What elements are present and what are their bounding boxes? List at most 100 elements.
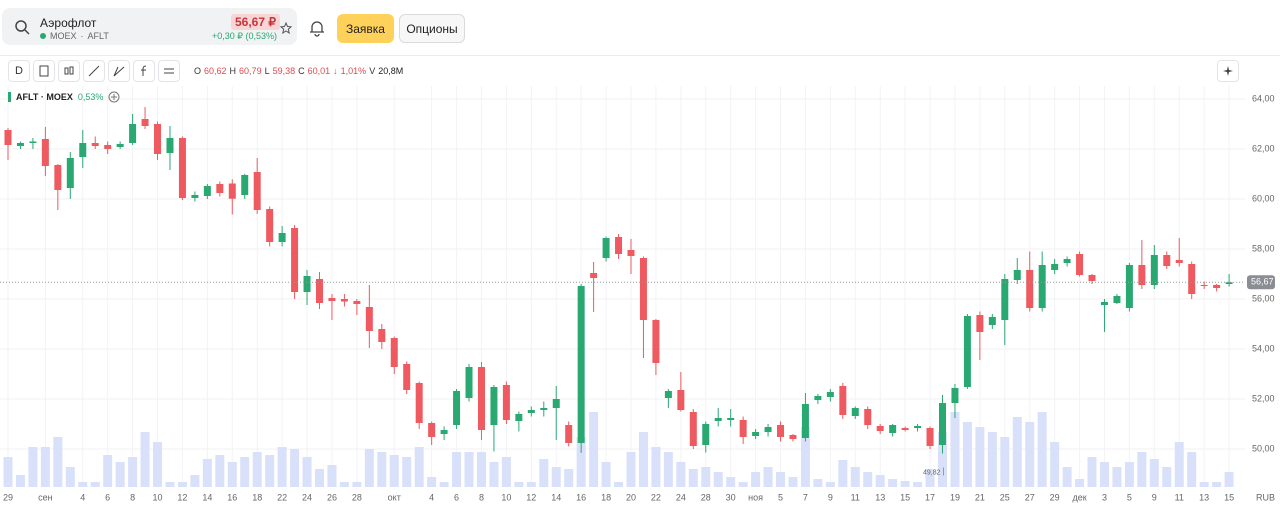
tool-button[interactable] bbox=[33, 60, 55, 82]
candle-body bbox=[328, 298, 336, 301]
add-icon[interactable] bbox=[108, 91, 120, 103]
bell-icon[interactable] bbox=[308, 19, 326, 37]
volume-bar bbox=[751, 472, 761, 487]
y-tick-label: 52,00 bbox=[1252, 393, 1275, 403]
volume-bar bbox=[676, 462, 686, 487]
volume-bar bbox=[202, 459, 212, 487]
candle-body bbox=[41, 139, 49, 166]
candle-body bbox=[1125, 265, 1133, 308]
x-tick-label: 16 bbox=[227, 492, 237, 502]
instrument-name: Аэрофлот bbox=[40, 16, 97, 30]
tool-button[interactable] bbox=[158, 60, 180, 82]
x-tick-label: 15 bbox=[900, 492, 910, 502]
x-tick-label: 12 bbox=[177, 492, 187, 502]
interval-button[interactable]: D bbox=[8, 60, 30, 82]
candle-body bbox=[216, 184, 224, 193]
volume-bar bbox=[128, 457, 138, 487]
top-bar: Аэрофлот MOEX · AFLT 56,67 ₽ +0,30 ₽ (0,53… bbox=[0, 0, 1280, 56]
candle-body bbox=[403, 364, 411, 390]
ohlc-value: 60,79 bbox=[239, 66, 262, 76]
status-dot bbox=[40, 33, 46, 39]
volume-bar bbox=[925, 469, 935, 487]
volume-bar bbox=[1025, 422, 1035, 487]
candle-body bbox=[864, 409, 872, 425]
candle-body bbox=[1038, 265, 1046, 308]
candle-body bbox=[939, 403, 946, 445]
volume-bar bbox=[1012, 417, 1022, 487]
volume-bar bbox=[1050, 442, 1060, 487]
candle-body bbox=[1150, 255, 1158, 285]
x-tick-label: 8 bbox=[130, 492, 135, 502]
legend-symbol: AFLT · MOEX bbox=[16, 92, 73, 102]
x-tick-label: 13 bbox=[875, 492, 885, 502]
x-tick-label: дек bbox=[1072, 492, 1086, 502]
candle-body bbox=[540, 408, 548, 410]
options-button[interactable]: Опционы bbox=[399, 14, 465, 43]
x-tick-label: 18 bbox=[601, 492, 611, 502]
candle-body bbox=[914, 426, 922, 428]
candle-body bbox=[1001, 279, 1009, 320]
x-tick-label: 15 bbox=[1224, 492, 1234, 502]
volume-bar bbox=[215, 455, 225, 487]
volume-bar bbox=[414, 447, 424, 487]
volume-bar bbox=[601, 462, 611, 487]
volume-bar bbox=[589, 412, 599, 487]
volume-bar bbox=[950, 412, 960, 487]
y-tick-label: 62,00 bbox=[1252, 143, 1275, 153]
x-tick-label: 5 bbox=[778, 492, 783, 502]
x-tick-label: 28 bbox=[701, 492, 711, 502]
x-tick-label: 24 bbox=[302, 492, 312, 502]
x-tick-label: 27 bbox=[1025, 492, 1035, 502]
ohlc-value: 60,62 bbox=[204, 66, 227, 76]
volume-bar bbox=[738, 482, 748, 487]
volume-bar bbox=[1212, 482, 1222, 487]
candle-body bbox=[801, 404, 809, 438]
candle-body bbox=[851, 408, 859, 416]
icon bbox=[64, 66, 74, 75]
candle-body bbox=[141, 119, 149, 126]
candle-body bbox=[29, 141, 37, 143]
candle-body bbox=[901, 428, 909, 430]
candle-body bbox=[652, 320, 660, 363]
plot-bg bbox=[0, 86, 1245, 487]
candle-body bbox=[1213, 285, 1221, 288]
volume-bar bbox=[626, 452, 636, 487]
candle-body bbox=[390, 338, 398, 367]
candle-body bbox=[976, 315, 984, 332]
candle-body bbox=[340, 299, 348, 302]
tool-button[interactable] bbox=[108, 60, 130, 82]
x-tick-label: 7 bbox=[803, 492, 808, 502]
candle-body bbox=[203, 186, 211, 196]
volume-bar bbox=[663, 452, 673, 487]
tool-button[interactable] bbox=[58, 60, 80, 82]
icon bbox=[141, 65, 147, 76]
volume-bar bbox=[352, 482, 362, 487]
volume-bar bbox=[240, 457, 250, 487]
tool-button[interactable] bbox=[83, 60, 105, 82]
tool-button[interactable] bbox=[133, 60, 155, 82]
chart-toolbar: D bbox=[8, 60, 180, 82]
candle-body bbox=[440, 430, 448, 434]
candle-body bbox=[465, 367, 473, 398]
star-icon[interactable] bbox=[280, 22, 292, 34]
ohlc-key: C bbox=[298, 66, 305, 76]
x-tick-label: 20 bbox=[626, 492, 636, 502]
volume-bar bbox=[564, 469, 574, 487]
volume-bar bbox=[103, 455, 113, 487]
order-button[interactable]: Заявка bbox=[337, 14, 394, 43]
volume-bar bbox=[115, 462, 125, 487]
icon bbox=[164, 68, 174, 74]
candle-body bbox=[54, 165, 62, 190]
candle-body bbox=[689, 412, 697, 446]
search-box[interactable]: Аэрофлот MOEX · AFLT 56,67 ₽ +0,30 ₽ (0,53… bbox=[2, 8, 297, 45]
candle-body bbox=[627, 250, 635, 256]
candle-body bbox=[266, 209, 274, 242]
volume-bar bbox=[1075, 479, 1085, 487]
low-marker: 49,82 bbox=[923, 469, 941, 476]
x-tick-label: 18 bbox=[252, 492, 262, 502]
ohlc-key: V bbox=[369, 66, 376, 76]
volume-bar bbox=[501, 457, 511, 487]
ai-button[interactable] bbox=[1217, 60, 1239, 82]
candle-body bbox=[889, 425, 897, 433]
x-tick-label: сен bbox=[38, 492, 53, 502]
